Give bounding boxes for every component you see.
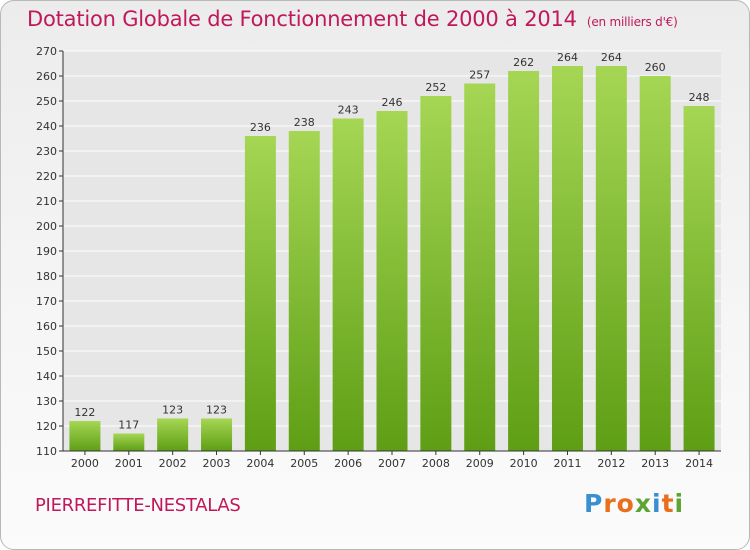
logo-letter: o [616,489,635,518]
x-tick-label-2002: 2002 [159,457,187,470]
y-tick-label: 230 [36,145,57,158]
data-label-2004: 236 [250,121,271,134]
bar-2000 [69,421,101,451]
logo-letter: i [652,489,662,518]
y-tick-label: 120 [36,420,57,433]
bar-2005 [288,131,320,451]
data-label-2002: 123 [162,404,183,417]
y-tick-label: 170 [36,295,57,308]
x-tick-label-2001: 2001 [115,457,143,470]
data-label-2009: 257 [469,69,490,82]
x-tick-label-2003: 2003 [203,457,231,470]
bar-2012 [595,66,627,451]
bar-2003 [201,418,233,451]
y-tick-label: 250 [36,95,57,108]
x-tick-label-2012: 2012 [597,457,625,470]
logo-letter: r [603,489,617,518]
chart-title: Dotation Globale de Fonctionnement de 20… [27,7,678,31]
y-tick-label: 130 [36,395,57,408]
y-tick-label: 150 [36,345,57,358]
y-tick-label: 190 [36,245,57,258]
proxiti-logo: Proxiti [584,489,684,518]
x-tick-label-2000: 2000 [71,457,99,470]
x-tick-label-2007: 2007 [378,457,406,470]
bar-2002 [157,418,189,451]
data-label-2011: 264 [557,51,578,64]
x-tick-label-2011: 2011 [553,457,581,470]
y-tick-label: 200 [36,220,57,233]
x-tick-label-2008: 2008 [422,457,450,470]
data-label-2008: 252 [425,81,446,94]
y-tick-label: 210 [36,195,57,208]
y-tick-label: 240 [36,120,57,133]
data-label-2000: 122 [74,406,95,419]
y-tick-label: 160 [36,320,57,333]
data-label-2014: 248 [689,91,710,104]
y-tick-label: 140 [36,370,57,383]
data-label-2010: 262 [513,56,534,69]
x-tick-label-2006: 2006 [334,457,362,470]
logo-letter: P [584,489,604,518]
data-label-2003: 123 [206,404,227,417]
data-label-2001: 117 [118,419,139,432]
bar-2007 [376,111,408,451]
bar-2013 [639,76,671,451]
chart-title-text: Dotation Globale de Fonctionnement de 20… [27,7,577,31]
bar-2001 [113,433,145,451]
logo-letter: t [661,489,675,518]
x-tick-label-2004: 2004 [246,457,274,470]
bar-2014 [683,106,715,451]
bar-2008 [420,96,452,451]
x-tick-label-2005: 2005 [290,457,318,470]
y-tick-label: 260 [36,70,57,83]
data-label-2006: 243 [338,104,359,117]
bar-2011 [551,66,583,451]
bar-layer: 122 117 123 123 236 238 243 246 252 257 262 264 264 2… [69,51,715,451]
y-tick-label: 270 [36,45,57,58]
logo-letter: i [674,489,685,518]
axis-layer: 110 120 130 140 150 160 170 180 190 200 210 220 230 2… [36,45,721,470]
data-label-2012: 264 [601,51,622,64]
y-tick-label: 180 [36,270,57,283]
x-tick-label-2013: 2013 [641,457,669,470]
y-tick-label: 110 [36,445,57,458]
x-tick-label-2010: 2010 [510,457,538,470]
data-label-2007: 246 [382,96,403,109]
chart-subtitle: (en milliers d'€) [586,15,678,29]
logo-letter: x [634,489,652,518]
data-label-2005: 238 [294,116,315,129]
x-tick-label-2009: 2009 [466,457,494,470]
commune-name: PIERREFITTE-NESTALAS [35,495,241,516]
bar-2004 [244,136,276,451]
bar-2010 [508,71,540,451]
y-tick-label: 220 [36,170,57,183]
data-label-2013: 260 [645,61,666,74]
bar-2009 [464,83,496,451]
x-tick-label-2014: 2014 [685,457,713,470]
bar-2006 [332,118,364,451]
